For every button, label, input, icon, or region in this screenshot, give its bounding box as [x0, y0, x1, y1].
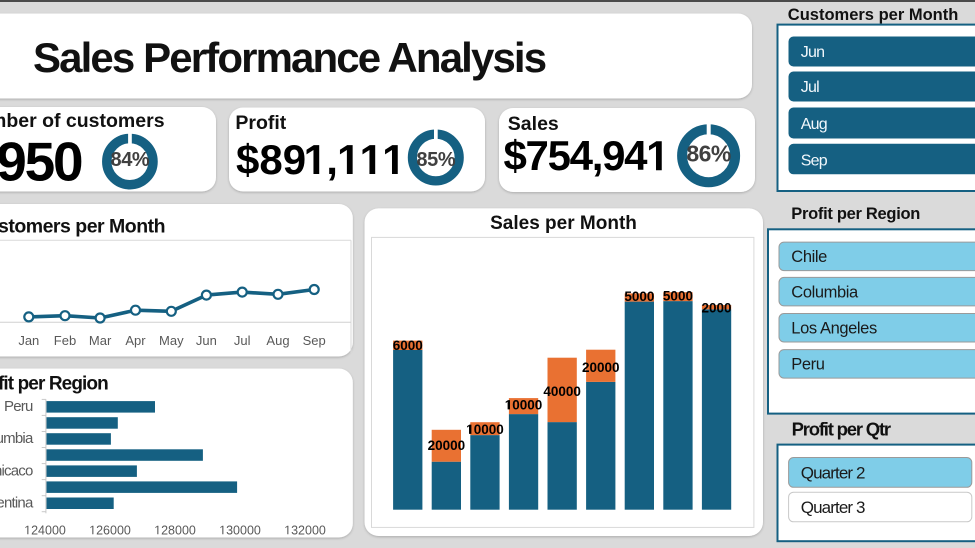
- svg-text:Columbia: Columbia: [0, 430, 34, 447]
- svg-text:5000: 5000: [624, 289, 654, 304]
- svg-text:Apr: Apr: [125, 333, 146, 348]
- svg-text:85%: 85%: [416, 149, 455, 171]
- svg-text:Customers per Month: Customers per Month: [0, 216, 165, 238]
- svg-text:Quarter 2: Quarter 2: [801, 464, 865, 483]
- svg-text:40000: 40000: [543, 384, 581, 399]
- svg-text:Jan: Jan: [18, 333, 39, 348]
- svg-text:Peru: Peru: [4, 398, 33, 415]
- svg-text:32000: 32000: [291, 523, 326, 537]
- svg-text:$89: $89: [236, 136, 306, 183]
- svg-text:5000: 5000: [663, 288, 693, 303]
- svg-text:30000: 30000: [226, 523, 261, 537]
- svg-text:Profit per Region: Profit per Region: [791, 205, 920, 223]
- svg-text:Sales per Month: Sales per Month: [490, 213, 637, 234]
- svg-text:4,950: 4,950: [0, 131, 82, 193]
- svg-text:86%: 86%: [686, 141, 731, 167]
- svg-text:26000: 26000: [96, 523, 131, 537]
- svg-text:2000: 2000: [702, 301, 732, 316]
- svg-text:Aug: Aug: [801, 116, 827, 133]
- svg-text:Argentina: Argentina: [0, 495, 34, 512]
- svg-text:Peru: Peru: [791, 356, 824, 374]
- svg-text:$754,94: $754,94: [504, 132, 649, 179]
- svg-text:Sales: Sales: [508, 113, 559, 135]
- svg-text:Profit: Profit: [235, 112, 286, 134]
- svg-text:Number of customers: Number of customers: [0, 110, 165, 132]
- svg-text:Customers per Month: Customers per Month: [788, 6, 959, 24]
- svg-text:6000: 6000: [393, 338, 423, 353]
- svg-text:0000: 0000: [474, 422, 504, 437]
- svg-text:Sales Performance Analysis: Sales Performance Analysis: [33, 34, 546, 81]
- svg-text:Columbia: Columbia: [791, 284, 859, 302]
- svg-text:0000: 0000: [512, 397, 542, 412]
- svg-text:,: ,: [326, 136, 338, 183]
- svg-text:Profit per Region: Profit per Region: [0, 373, 108, 394]
- svg-text:Mar: Mar: [89, 333, 112, 348]
- svg-text:Quarter 3: Quarter 3: [801, 498, 865, 517]
- svg-text:Chicaco: Chicaco: [0, 462, 33, 479]
- svg-text:Jul: Jul: [234, 333, 251, 348]
- svg-text:Sep: Sep: [801, 153, 828, 170]
- svg-text:Chile: Chile: [791, 248, 827, 266]
- svg-text:Profit per Qtr: Profit per Qtr: [792, 419, 891, 440]
- svg-text:84%: 84%: [110, 149, 149, 171]
- svg-text:Feb: Feb: [54, 333, 76, 348]
- svg-text:20000: 20000: [428, 438, 466, 453]
- svg-text:Jun: Jun: [801, 44, 824, 61]
- svg-text:Sep: Sep: [303, 333, 326, 348]
- svg-text:May: May: [159, 333, 184, 348]
- svg-text:Jul: Jul: [801, 79, 819, 96]
- svg-text:Jun: Jun: [196, 333, 217, 348]
- svg-text:Aug: Aug: [266, 333, 289, 348]
- svg-text:20000: 20000: [582, 360, 620, 375]
- svg-text:28000: 28000: [161, 523, 196, 537]
- svg-text:24000: 24000: [31, 523, 66, 537]
- svg-text:Los Angeles: Los Angeles: [791, 320, 877, 338]
